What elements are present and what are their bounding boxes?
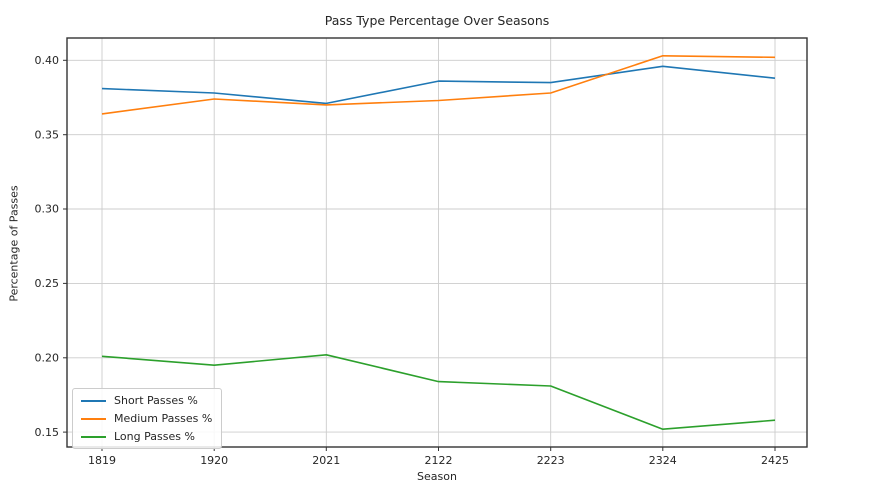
series-line-short-passes <box>101 65 776 105</box>
y-tick-label: 0.35 <box>35 128 60 141</box>
legend-swatch-long-passes <box>81 435 106 438</box>
legend-label: Medium Passes % <box>114 412 213 425</box>
x-tick-label: 2223 <box>537 454 565 467</box>
legend-item-medium-passes: Medium Passes % <box>81 412 212 425</box>
y-axis-label: Percentage of Passes <box>7 185 21 302</box>
x-axis-label: Season <box>417 470 457 483</box>
legend: Short Passes % Medium Passes % Long Passes… <box>72 388 223 449</box>
x-tick-label: 1819 <box>88 454 116 467</box>
legend-swatch-short-passes <box>81 399 106 402</box>
series-line-long-passes <box>101 353 776 431</box>
legend-swatch-medium-passes <box>81 417 106 420</box>
legend-label: Long Passes % <box>114 430 195 443</box>
x-tick-label: 1920 <box>200 454 228 467</box>
x-tick-label: 2324 <box>649 454 677 467</box>
y-tick-label: 0.30 <box>35 203 60 216</box>
plot-border <box>66 37 808 448</box>
series-line-medium-passes <box>101 54 776 115</box>
legend-label: Short Passes % <box>114 394 198 407</box>
chart-title: Pass Type Percentage Over Seasons <box>324 13 550 28</box>
y-tick-label: 0.15 <box>35 426 60 439</box>
legend-item-long-passes: Long Passes % <box>81 430 212 443</box>
x-tick-label: 2021 <box>312 454 340 467</box>
x-tick-label: 2122 <box>425 454 453 467</box>
y-tick-label: 0.25 <box>35 277 60 290</box>
y-tick-label: 0.40 <box>35 54 60 67</box>
legend-item-short-passes: Short Passes % <box>81 394 212 407</box>
y-tick-label: 0.20 <box>35 352 60 365</box>
x-tick-label: 2425 <box>761 454 789 467</box>
